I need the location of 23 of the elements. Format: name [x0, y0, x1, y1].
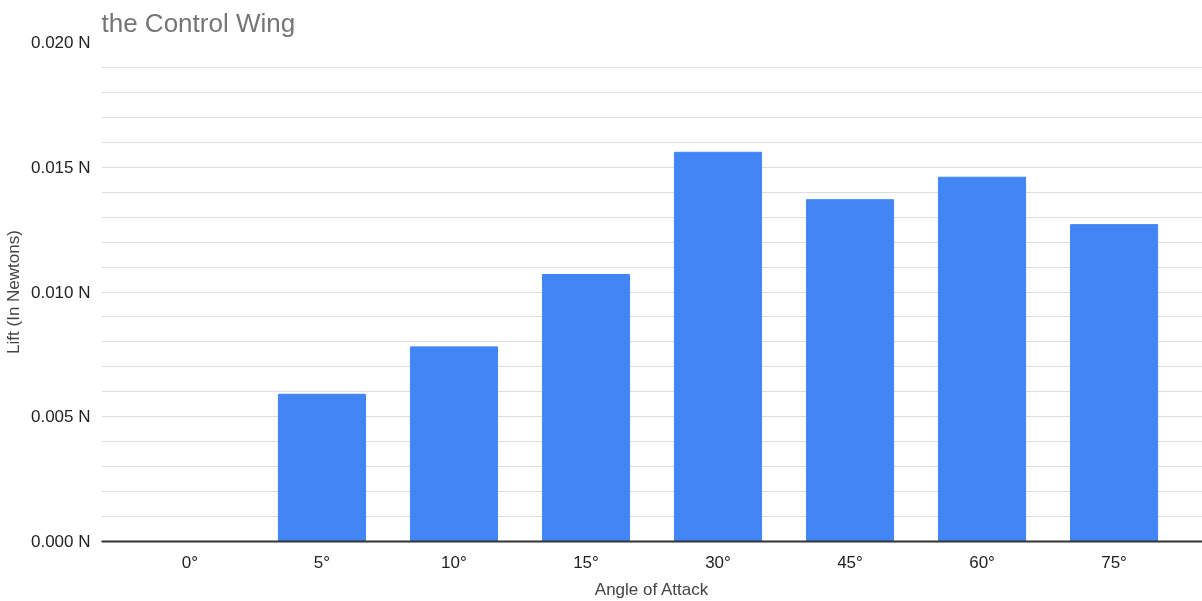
y-tick-label: 0.000 N — [30, 532, 91, 551]
chart-title: the Control Wing — [101, 7, 296, 38]
x-axis-title: Angle of Attack — [594, 579, 709, 599]
y-tick-label: 0.010 N — [30, 282, 91, 302]
bar — [409, 346, 499, 542]
bar — [541, 274, 631, 542]
bar — [673, 151, 763, 542]
x-tick-label: 30° — [705, 552, 731, 572]
bar — [1069, 224, 1159, 542]
bar — [277, 393, 367, 542]
x-tick-label: 45° — [837, 552, 863, 572]
y-tick-label: 0.020 N — [30, 33, 91, 52]
y-axis-title: Lift (In Newtons) — [3, 230, 23, 354]
x-tick-label: 10° — [441, 552, 467, 572]
x-tick-label: 5° — [313, 552, 331, 572]
x-tick-label: 60° — [969, 552, 995, 572]
y-tick-label: 0.005 N — [30, 407, 91, 427]
x-tick-label: 0° — [181, 552, 199, 572]
bar — [937, 176, 1027, 542]
bar — [805, 199, 895, 542]
x-tick-label: 75° — [1101, 552, 1127, 572]
x-tick-label: 15° — [573, 552, 599, 572]
y-tick-label: 0.015 N — [30, 157, 91, 177]
